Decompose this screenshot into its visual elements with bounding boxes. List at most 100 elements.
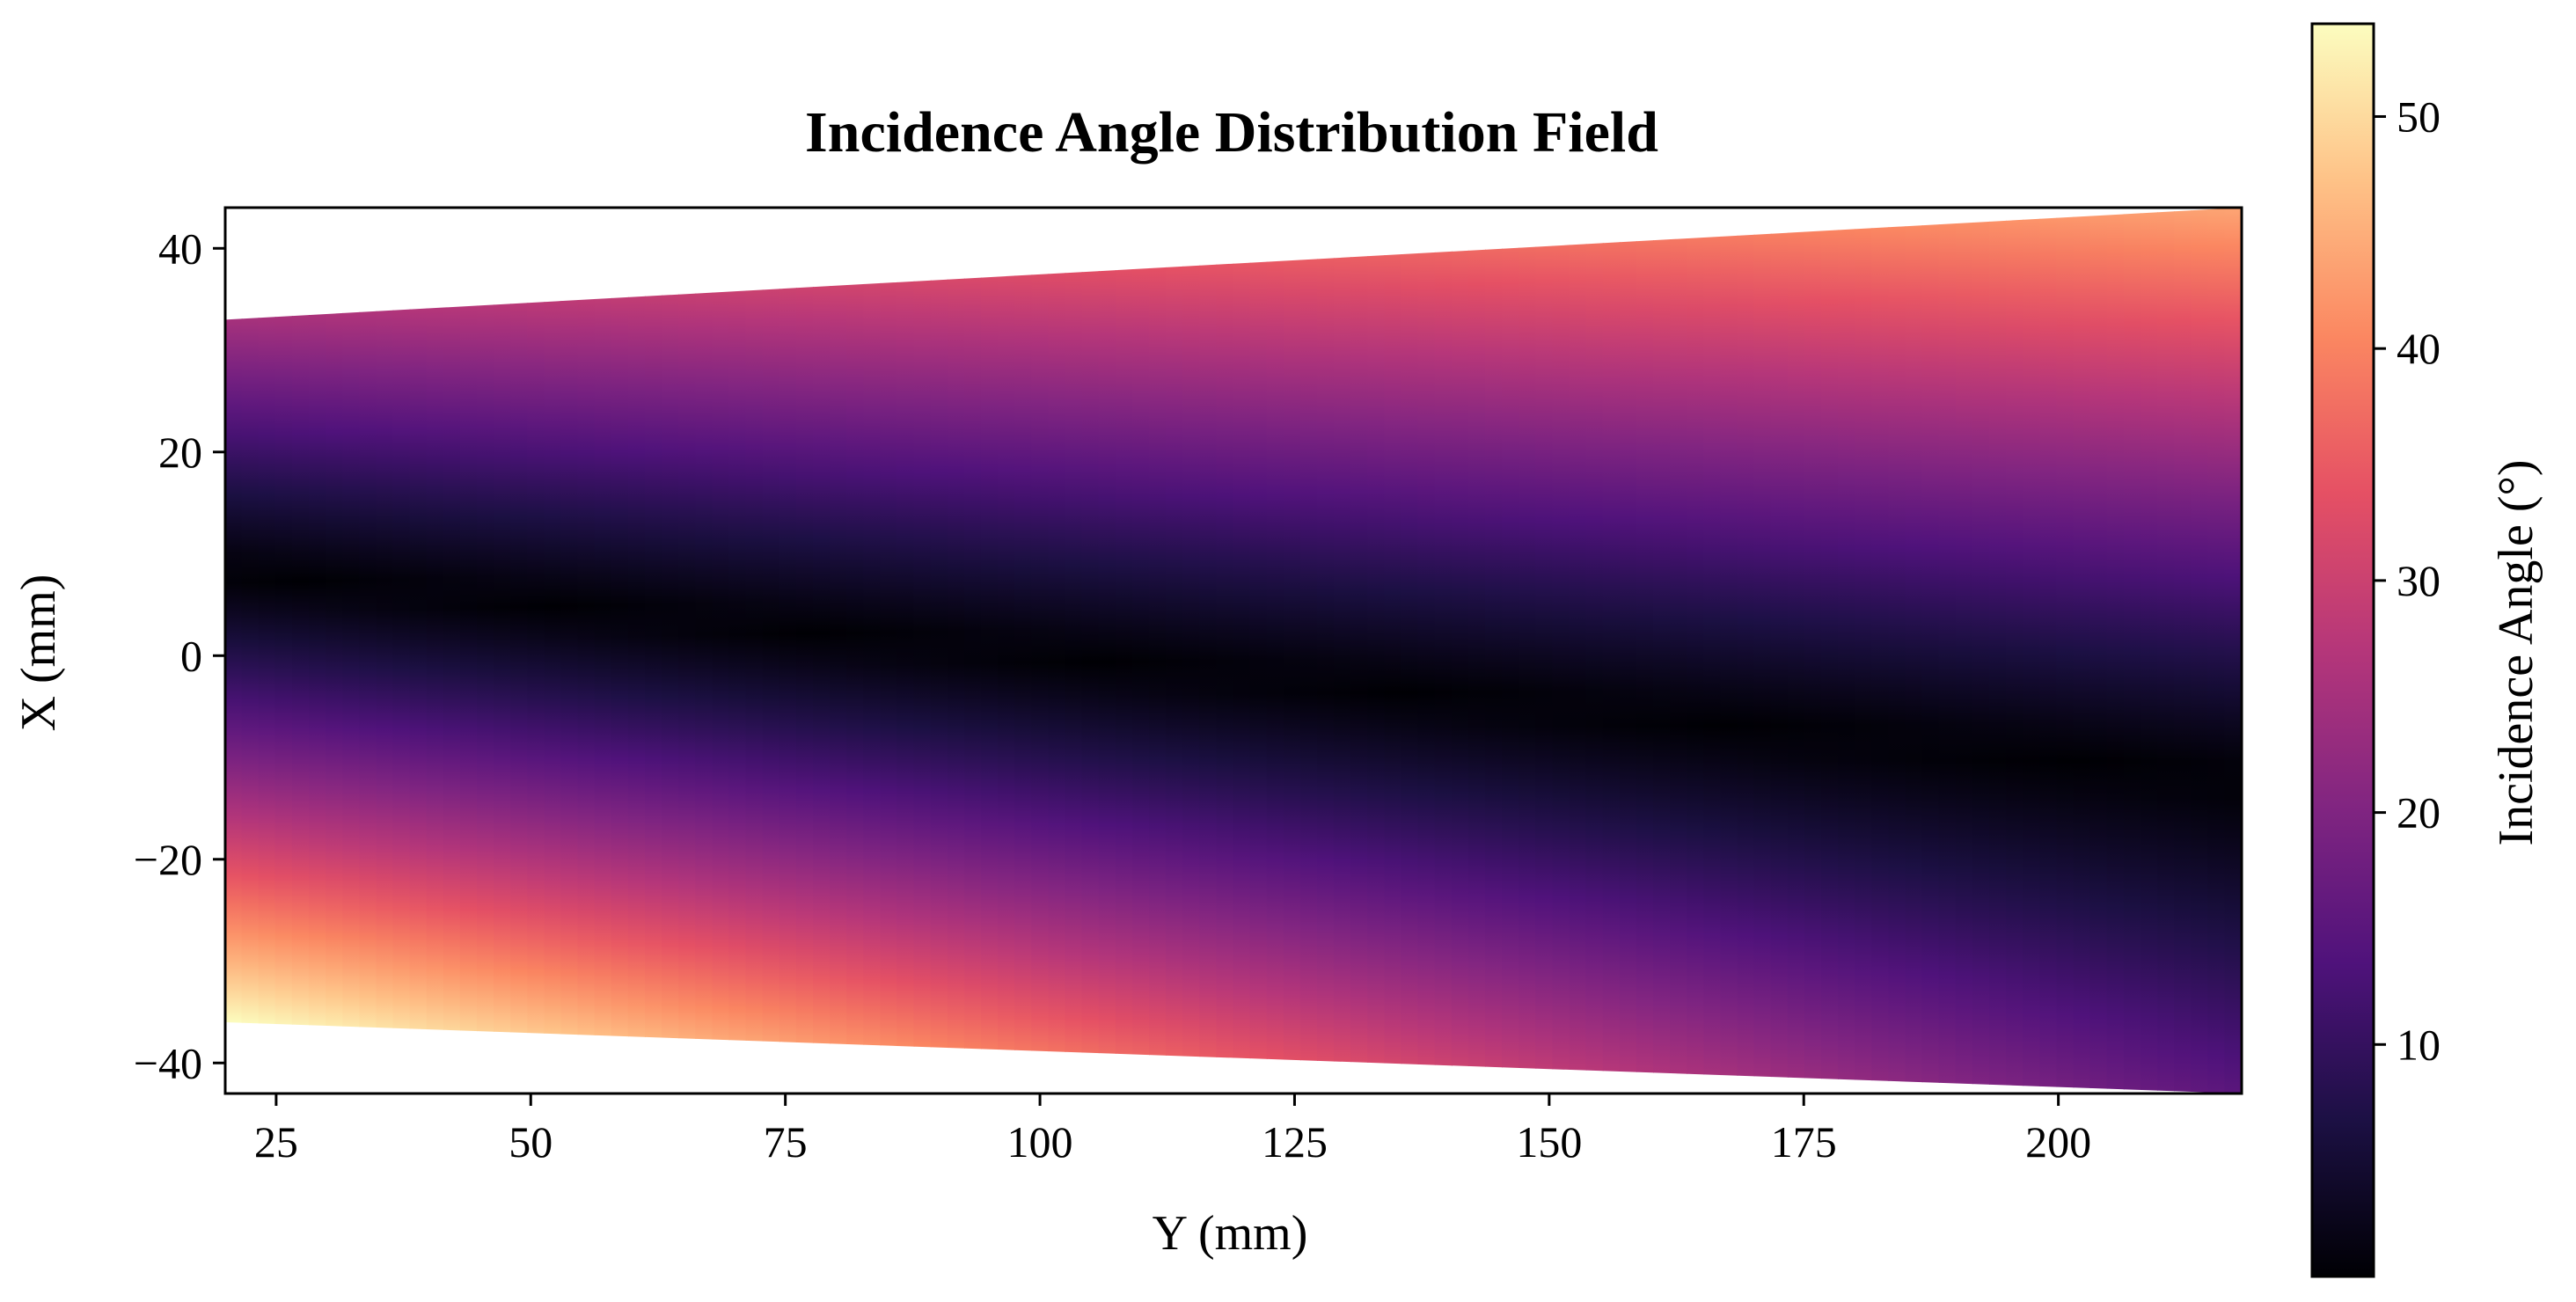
heatmap-strip xyxy=(712,208,730,1094)
heatmap-strip xyxy=(1737,208,1755,1094)
heatmap-strip xyxy=(2106,208,2125,1094)
heatmap-strip xyxy=(2023,208,2041,1094)
heatmap-strip xyxy=(1921,208,1940,1094)
heatmap-strip xyxy=(1098,208,1116,1094)
x-tick-label: 125 xyxy=(1262,1117,1328,1167)
heatmap-strip xyxy=(1989,208,2008,1094)
heatmap-strip xyxy=(459,208,478,1094)
y-tick-label: 40 xyxy=(158,223,202,273)
heatmap-strip xyxy=(1502,208,1520,1094)
heatmap-strip xyxy=(1249,208,1268,1094)
heatmap-strip xyxy=(426,208,444,1094)
heatmap-strip xyxy=(913,208,932,1094)
heatmap-strip xyxy=(2140,208,2158,1094)
y-tick-label: −40 xyxy=(134,1038,202,1087)
heatmap-strip xyxy=(2191,208,2209,1094)
heatmap-strip xyxy=(594,208,612,1094)
heatmap-strip xyxy=(1149,208,1167,1094)
y-tick-label: 0 xyxy=(180,631,202,680)
plot-frame xyxy=(223,206,2243,1095)
colorbar-tick-label: 20 xyxy=(2397,788,2441,838)
y-tick-label: −20 xyxy=(134,835,202,884)
heatmap-strip xyxy=(2207,208,2226,1094)
x-tick-label: 75 xyxy=(764,1117,808,1167)
heatmap-strip xyxy=(2089,208,2108,1094)
heatmap-strip xyxy=(1585,208,1604,1094)
heatmap-strip xyxy=(2157,208,2176,1094)
heatmap-strip xyxy=(1888,208,1906,1094)
heatmap-strip xyxy=(930,208,948,1094)
heatmap-strip xyxy=(359,208,377,1094)
x-axis: 25 50 75 100 125 150 175 200 xyxy=(254,1094,2091,1167)
colorbar-tick-label: 50 xyxy=(2397,91,2441,141)
heatmap-strip xyxy=(2224,208,2242,1094)
heatmap-strip xyxy=(1350,208,1369,1094)
heatmap-strip xyxy=(1048,208,1066,1094)
heatmap-strip xyxy=(896,208,915,1094)
heatmap-strip xyxy=(2006,208,2024,1094)
x-tick-label: 50 xyxy=(509,1117,553,1167)
heatmap-strip xyxy=(494,208,512,1094)
heatmap-strip xyxy=(1131,208,1150,1094)
heatmap-strip xyxy=(577,208,596,1094)
heatmap-strip xyxy=(947,208,965,1094)
heatmap-strip xyxy=(1334,208,1352,1094)
heatmap-strip xyxy=(1905,208,1923,1094)
heatmap-strip xyxy=(392,208,411,1094)
heatmap-strip xyxy=(728,208,747,1094)
heatmap-strip xyxy=(1417,208,1436,1094)
heatmap-strip xyxy=(326,208,344,1094)
heatmap-strip xyxy=(1367,208,1386,1094)
heatmap-strip xyxy=(846,208,865,1094)
heatmap-strip xyxy=(779,208,797,1094)
heatmap-strip xyxy=(309,208,327,1094)
heatmap-strip xyxy=(376,208,394,1094)
heatmap-strip xyxy=(627,208,646,1094)
heatmap-strip xyxy=(1602,208,1621,1094)
heatmap-strip xyxy=(409,208,428,1094)
heatmap-strip xyxy=(443,208,461,1094)
plot-area xyxy=(223,206,2243,1095)
heatmap-strip xyxy=(527,208,545,1094)
heatmap-strip xyxy=(1065,208,1083,1094)
colorbar-tick-label: 40 xyxy=(2397,324,2441,373)
heatmap-strip xyxy=(1753,208,1772,1094)
heatmap-strip xyxy=(1636,208,1654,1094)
heatmap-strip xyxy=(695,208,714,1094)
heatmap-strip xyxy=(880,208,898,1094)
heatmap-strip xyxy=(1770,208,1789,1094)
heatmap-strip xyxy=(813,208,831,1094)
heatmap-strip xyxy=(1787,208,1805,1094)
y-axis-title: X (mm) xyxy=(11,574,66,732)
heatmap-strip xyxy=(1182,208,1201,1094)
heatmap-strip xyxy=(1569,208,1587,1094)
heatmap-strip xyxy=(678,208,697,1094)
heatmap-strip xyxy=(1804,208,1822,1094)
heatmap-strip xyxy=(1216,208,1234,1094)
heatmap-strip xyxy=(2174,208,2192,1094)
heatmap-strip xyxy=(2056,208,2075,1094)
heatmap-strip xyxy=(1233,208,1251,1094)
x-tick-label: 100 xyxy=(1007,1117,1073,1167)
heatmap-strip xyxy=(1955,208,1973,1094)
heatmap-strip xyxy=(1031,208,1050,1094)
y-tick-label: 20 xyxy=(158,428,202,477)
heatmap-strip xyxy=(645,208,663,1094)
heatmap-strip xyxy=(1467,208,1486,1094)
heatmap-strip xyxy=(1199,208,1218,1094)
heatmap-strip xyxy=(1871,208,1890,1094)
heatmap-strip xyxy=(225,208,243,1094)
heatmap-strip xyxy=(1434,208,1453,1094)
heatmap-strip xyxy=(611,208,629,1094)
heatmap-strip xyxy=(762,208,780,1094)
heatmap-strip xyxy=(863,208,882,1094)
heatmap-strip xyxy=(1687,208,1705,1094)
heatmap-strip xyxy=(1317,208,1336,1094)
heatmap-strip xyxy=(963,208,982,1094)
heatmap-strip xyxy=(1938,208,1957,1094)
heatmap-strip xyxy=(544,208,562,1094)
heatmap-strip xyxy=(1653,208,1672,1094)
heatmap-strip xyxy=(1299,208,1318,1094)
chart-title: Incidence Angle Distribution Field xyxy=(805,100,1658,165)
